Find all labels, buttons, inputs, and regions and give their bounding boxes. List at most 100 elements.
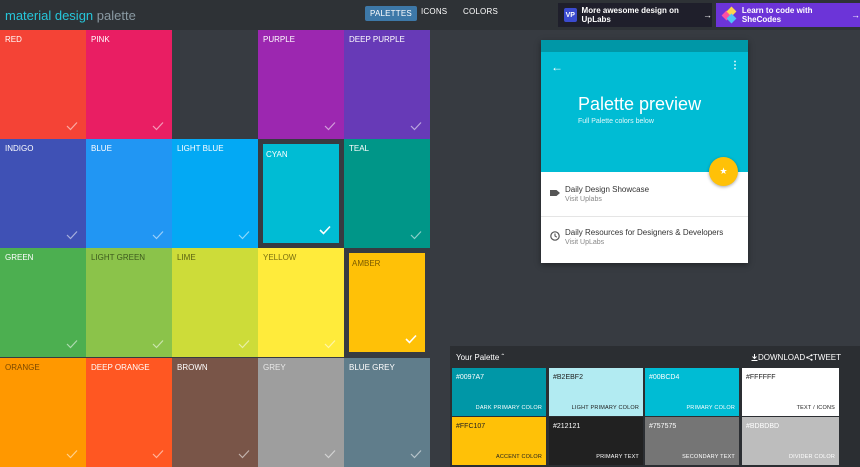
uplabs-logo-icon: VP [564, 8, 577, 22]
color-tile-label: LIME [177, 253, 196, 262]
list-item: Daily Resources for Designers & Develope… [541, 217, 748, 261]
color-tile[interactable]: DEEP PURPLE [344, 30, 430, 139]
color-tile[interactable]: BLUE GREY [344, 358, 430, 467]
check-icon [152, 340, 164, 349]
check-icon [238, 231, 250, 240]
color-tile[interactable]: BLUE [86, 139, 172, 248]
color-tile-label: CYAN [266, 150, 288, 159]
check-icon [410, 231, 422, 240]
color-tile[interactable]: YELLOW [258, 248, 344, 357]
clock-icon [550, 231, 560, 241]
status-bar [541, 40, 748, 52]
check-icon [324, 122, 336, 131]
tab-palettes[interactable]: PALETTES [365, 6, 417, 21]
logo[interactable]: material design palette [5, 8, 136, 23]
palette-swatch: #FFFFFF TEXT / ICONS [742, 368, 839, 416]
check-icon [152, 450, 164, 459]
shecodes-logo-icon [721, 6, 737, 24]
color-tile-label: TEAL [349, 144, 370, 153]
color-tile-label: BLUE GREY [349, 363, 395, 372]
tweet-button[interactable]: TWEET [806, 353, 841, 362]
shecodes-promo-button[interactable]: Learn to code with SheCodes → [716, 3, 860, 27]
chevron-up-icon: ˆ [501, 353, 505, 362]
check-icon [324, 340, 336, 349]
color-tile-label: INDIGO [5, 144, 34, 153]
palette-swatch: #BDBDBD DIVIDER COLOR [742, 417, 839, 465]
check-icon [66, 122, 78, 131]
check-icon [66, 450, 78, 459]
color-tile-label: LIGHT GREEN [91, 253, 146, 262]
tab-colors[interactable]: COLORS [463, 7, 498, 16]
color-tile[interactable]: INDIGO [0, 139, 86, 248]
color-tile[interactable]: LIME [172, 248, 258, 357]
arrow-right-icon: → [851, 10, 860, 20]
uplabs-promo-button[interactable]: VP More awesome design on UpLabs → [558, 3, 712, 27]
logo-main: material design [5, 8, 94, 23]
color-tile[interactable]: PURPLE [258, 30, 344, 139]
swatch-role: PRIMARY TEXT [596, 454, 639, 460]
shecodes-promo-label: Learn to code with SheCodes [741, 6, 813, 24]
swatch-role: PRIMARY COLOR [686, 405, 735, 411]
color-tile[interactable]: LIGHT GREEN [86, 248, 172, 357]
swatch-hex: #B2EBF2 [553, 374, 583, 381]
color-tile[interactable]: PINK [86, 30, 172, 139]
palette-swatch: #212121 PRIMARY TEXT [549, 417, 643, 465]
back-arrow-icon: ← [551, 60, 563, 74]
color-tile-label: ORANGE [5, 363, 40, 372]
palette-preview-card: ← ⋮ Palette preview Full Palette colors … [541, 40, 748, 263]
color-tile[interactable]: BROWN [172, 358, 258, 467]
empty-tile [172, 30, 258, 139]
palette-swatch: #00BCD4 PRIMARY COLOR [645, 368, 739, 416]
logo-sub: palette [96, 8, 136, 23]
label-icon [550, 190, 560, 196]
swatch-hex: #FFFFFF [746, 374, 776, 381]
color-grid: RED PINK PURPLE DEEP PURPLE INDIGO BLUE LIGHT … [0, 30, 430, 467]
check-icon [66, 340, 78, 349]
arrow-right-icon: → [703, 10, 712, 20]
color-tile[interactable]: CYAN [258, 139, 344, 248]
color-tile[interactable]: ORANGE [0, 358, 86, 467]
check-icon [238, 450, 250, 459]
color-tile-label: GREY [263, 363, 286, 372]
your-palette-toggle[interactable]: Your Palette ˆ [456, 353, 504, 362]
swatch-role: ACCENT COLOR [496, 454, 542, 460]
swatch-hex: #0097A7 [456, 374, 485, 381]
swatch-role: DARK PRIMARY COLOR [475, 405, 542, 411]
color-tile-label: DEEP ORANGE [91, 363, 150, 372]
check-icon [152, 231, 164, 240]
check-icon [238, 340, 250, 349]
color-tile[interactable]: TEAL [344, 139, 430, 248]
list-item: Daily Design Showcase Visit Uplabs [541, 174, 748, 218]
preview-subtitle: Full Palette colors below [578, 118, 654, 125]
palette-swatch: #B2EBF2 LIGHT PRIMARY COLOR [549, 368, 643, 416]
list-item-title: Daily Design Showcase [565, 185, 650, 194]
color-tile[interactable]: AMBER [344, 248, 430, 357]
tab-icons[interactable]: ICONS [421, 7, 448, 16]
palette-swatch: #757575 SECONDARY TEXT [645, 417, 739, 465]
list-item-subtitle: Visit UpLabs [565, 239, 605, 246]
color-tile-label: RED [5, 35, 22, 44]
color-tile-label: DEEP PURPLE [349, 35, 405, 44]
list-item-subtitle: Visit Uplabs [565, 196, 602, 203]
color-tile[interactable]: LIGHT BLUE [172, 139, 258, 248]
star-fab: ★ [709, 157, 738, 186]
color-tile-label: YELLOW [263, 253, 297, 262]
swatch-role: DIVIDER COLOR [789, 454, 835, 460]
download-button[interactable]: DOWNLOAD [751, 353, 805, 362]
tweet-label: TWEET [813, 353, 841, 362]
palette-swatch: #FFC107 ACCENT COLOR [452, 417, 546, 465]
swatch-role: LIGHT PRIMARY COLOR [571, 405, 639, 411]
check-icon [66, 231, 78, 240]
color-tile[interactable]: GREEN [0, 248, 86, 357]
swatch-hex: #BDBDBD [746, 423, 780, 430]
more-vert-icon: ⋮ [730, 60, 740, 71]
color-tile[interactable]: RED [0, 30, 86, 139]
download-label: DOWNLOAD [758, 353, 806, 362]
palette-swatch: #0097A7 DARK PRIMARY COLOR [452, 368, 546, 416]
color-tile[interactable]: GREY [258, 358, 344, 467]
swatch-hex: #212121 [553, 423, 581, 430]
your-palette-panel: Your Palette ˆ DOWNLOAD TWEET #0097A7 DAR… [450, 346, 860, 467]
your-palette-header: Your Palette ˆ DOWNLOAD TWEET [450, 346, 860, 368]
color-tile-label: LIGHT BLUE [177, 144, 224, 153]
color-tile[interactable]: DEEP ORANGE [86, 358, 172, 467]
